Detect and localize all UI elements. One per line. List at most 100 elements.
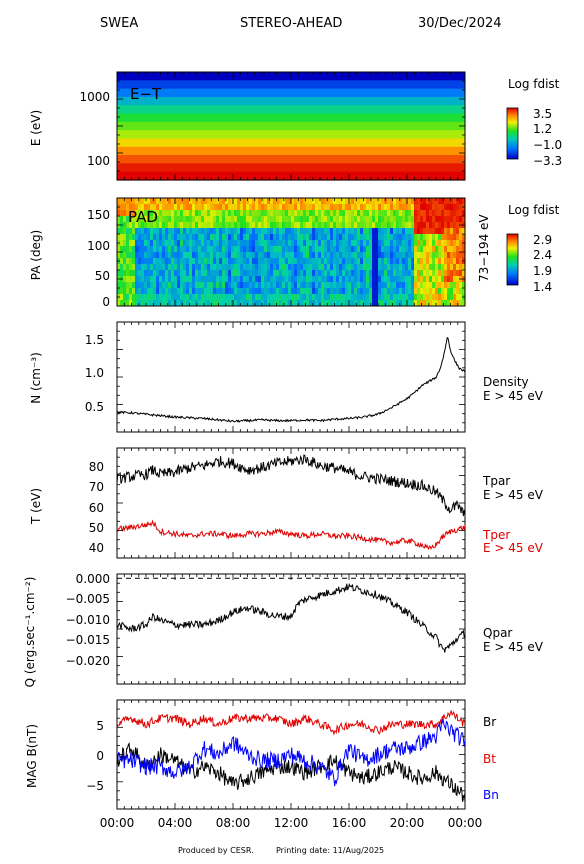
pad-cell: [381, 216, 385, 223]
pad-cell: [195, 282, 199, 289]
pad-cell: [201, 288, 205, 295]
pad-cell: [363, 204, 367, 211]
pad-cell: [129, 276, 133, 283]
pad-cell: [177, 246, 181, 253]
pad-cell: [261, 264, 265, 271]
pad-cell: [204, 282, 208, 289]
pad-cell: [159, 276, 163, 283]
pad-cell: [156, 210, 160, 217]
pad-cell: [201, 282, 205, 289]
pad-cell: [159, 282, 163, 289]
pad-cell: [444, 288, 448, 295]
pad-cell: [231, 216, 235, 223]
pad-cell: [225, 240, 229, 247]
pad-cell: [234, 276, 238, 283]
pad-cell: [225, 222, 229, 229]
pad-cell: [342, 240, 346, 247]
time-label: 16:00: [332, 816, 367, 830]
pad-cell: [447, 234, 451, 241]
pad-cell: [354, 258, 358, 265]
pad-cell: [174, 294, 178, 301]
pad-cell: [462, 198, 466, 205]
pad-cell: [165, 210, 169, 217]
pad-cell: [216, 270, 220, 277]
pad-cell: [210, 198, 214, 205]
pad-cell: [333, 234, 337, 241]
pad-cell: [129, 252, 133, 259]
pad-cell: [414, 282, 418, 289]
pad-cell: [198, 264, 202, 271]
pad-cell: [237, 294, 241, 301]
pad-cell: [153, 252, 157, 259]
pad-cell: [324, 264, 328, 271]
pad-cell: [222, 258, 226, 265]
pad-cell: [300, 294, 304, 301]
pad-cell: [117, 282, 121, 289]
pad-cell: [420, 258, 424, 265]
pad-cell: [168, 276, 172, 283]
pad-cell: [294, 294, 298, 301]
pad-cell: [318, 210, 322, 217]
pad-cell: [423, 246, 427, 253]
pad-cell: [453, 252, 457, 259]
pad-cell: [123, 234, 127, 241]
pad-cell: [228, 282, 232, 289]
pad-cell: [462, 270, 466, 277]
pad-cell: [405, 288, 409, 295]
pad-cell: [252, 276, 256, 283]
time-label: 00:00: [448, 816, 483, 830]
pad-cell: [261, 258, 265, 265]
pad-cell: [270, 288, 274, 295]
pad-cell: [339, 234, 343, 241]
pad-cell: [237, 222, 241, 229]
pad-cell: [180, 282, 184, 289]
pad-cell: [138, 300, 142, 307]
energy-row: [117, 130, 465, 140]
pad-cell: [150, 276, 154, 283]
pad-cell: [321, 210, 325, 217]
pad-cell: [219, 222, 223, 229]
pad-cell: [345, 294, 349, 301]
pad-cell: [375, 288, 379, 295]
pad-cell: [417, 228, 421, 235]
pad-cell: [222, 240, 226, 247]
pad-cell: [414, 246, 418, 253]
pad-cell: [183, 282, 187, 289]
pad-cell: [420, 252, 424, 259]
pad-cell: [366, 198, 370, 205]
pad-cell: [147, 300, 151, 307]
pad-cell: [180, 258, 184, 265]
pad-cell: [189, 240, 193, 247]
pad-cell: [261, 204, 265, 211]
pad-cell: [438, 276, 442, 283]
pad-cell: [192, 204, 196, 211]
pad-cell: [192, 234, 196, 241]
pad-cell: [201, 276, 205, 283]
pad-cell: [123, 276, 127, 283]
pad-cell: [159, 228, 163, 235]
pad-cell: [324, 246, 328, 253]
pad-cell: [453, 288, 457, 295]
pad-cell: [303, 216, 307, 223]
pad-cell: [240, 282, 244, 289]
pad-cell: [150, 204, 154, 211]
pad-cell: [252, 210, 256, 217]
pad-cell: [324, 294, 328, 301]
pad-cell: [183, 240, 187, 247]
mag-ytick-0: 0: [96, 749, 104, 763]
pad-cell: [210, 282, 214, 289]
pad-cell: [153, 222, 157, 229]
pad-cell: [255, 288, 259, 295]
pad-cell: [144, 258, 148, 265]
pad-cell: [357, 294, 361, 301]
pad-cell: [183, 276, 187, 283]
pad-cell: [345, 198, 349, 205]
pad-cell: [291, 222, 295, 229]
pad-cell: [342, 198, 346, 205]
pad-cell: [186, 270, 190, 277]
pad-cell: [270, 300, 274, 307]
pad-cell: [180, 228, 184, 235]
pad-cell: [231, 294, 235, 301]
time-label: 04:00: [158, 816, 193, 830]
pad-cell: [405, 216, 409, 223]
